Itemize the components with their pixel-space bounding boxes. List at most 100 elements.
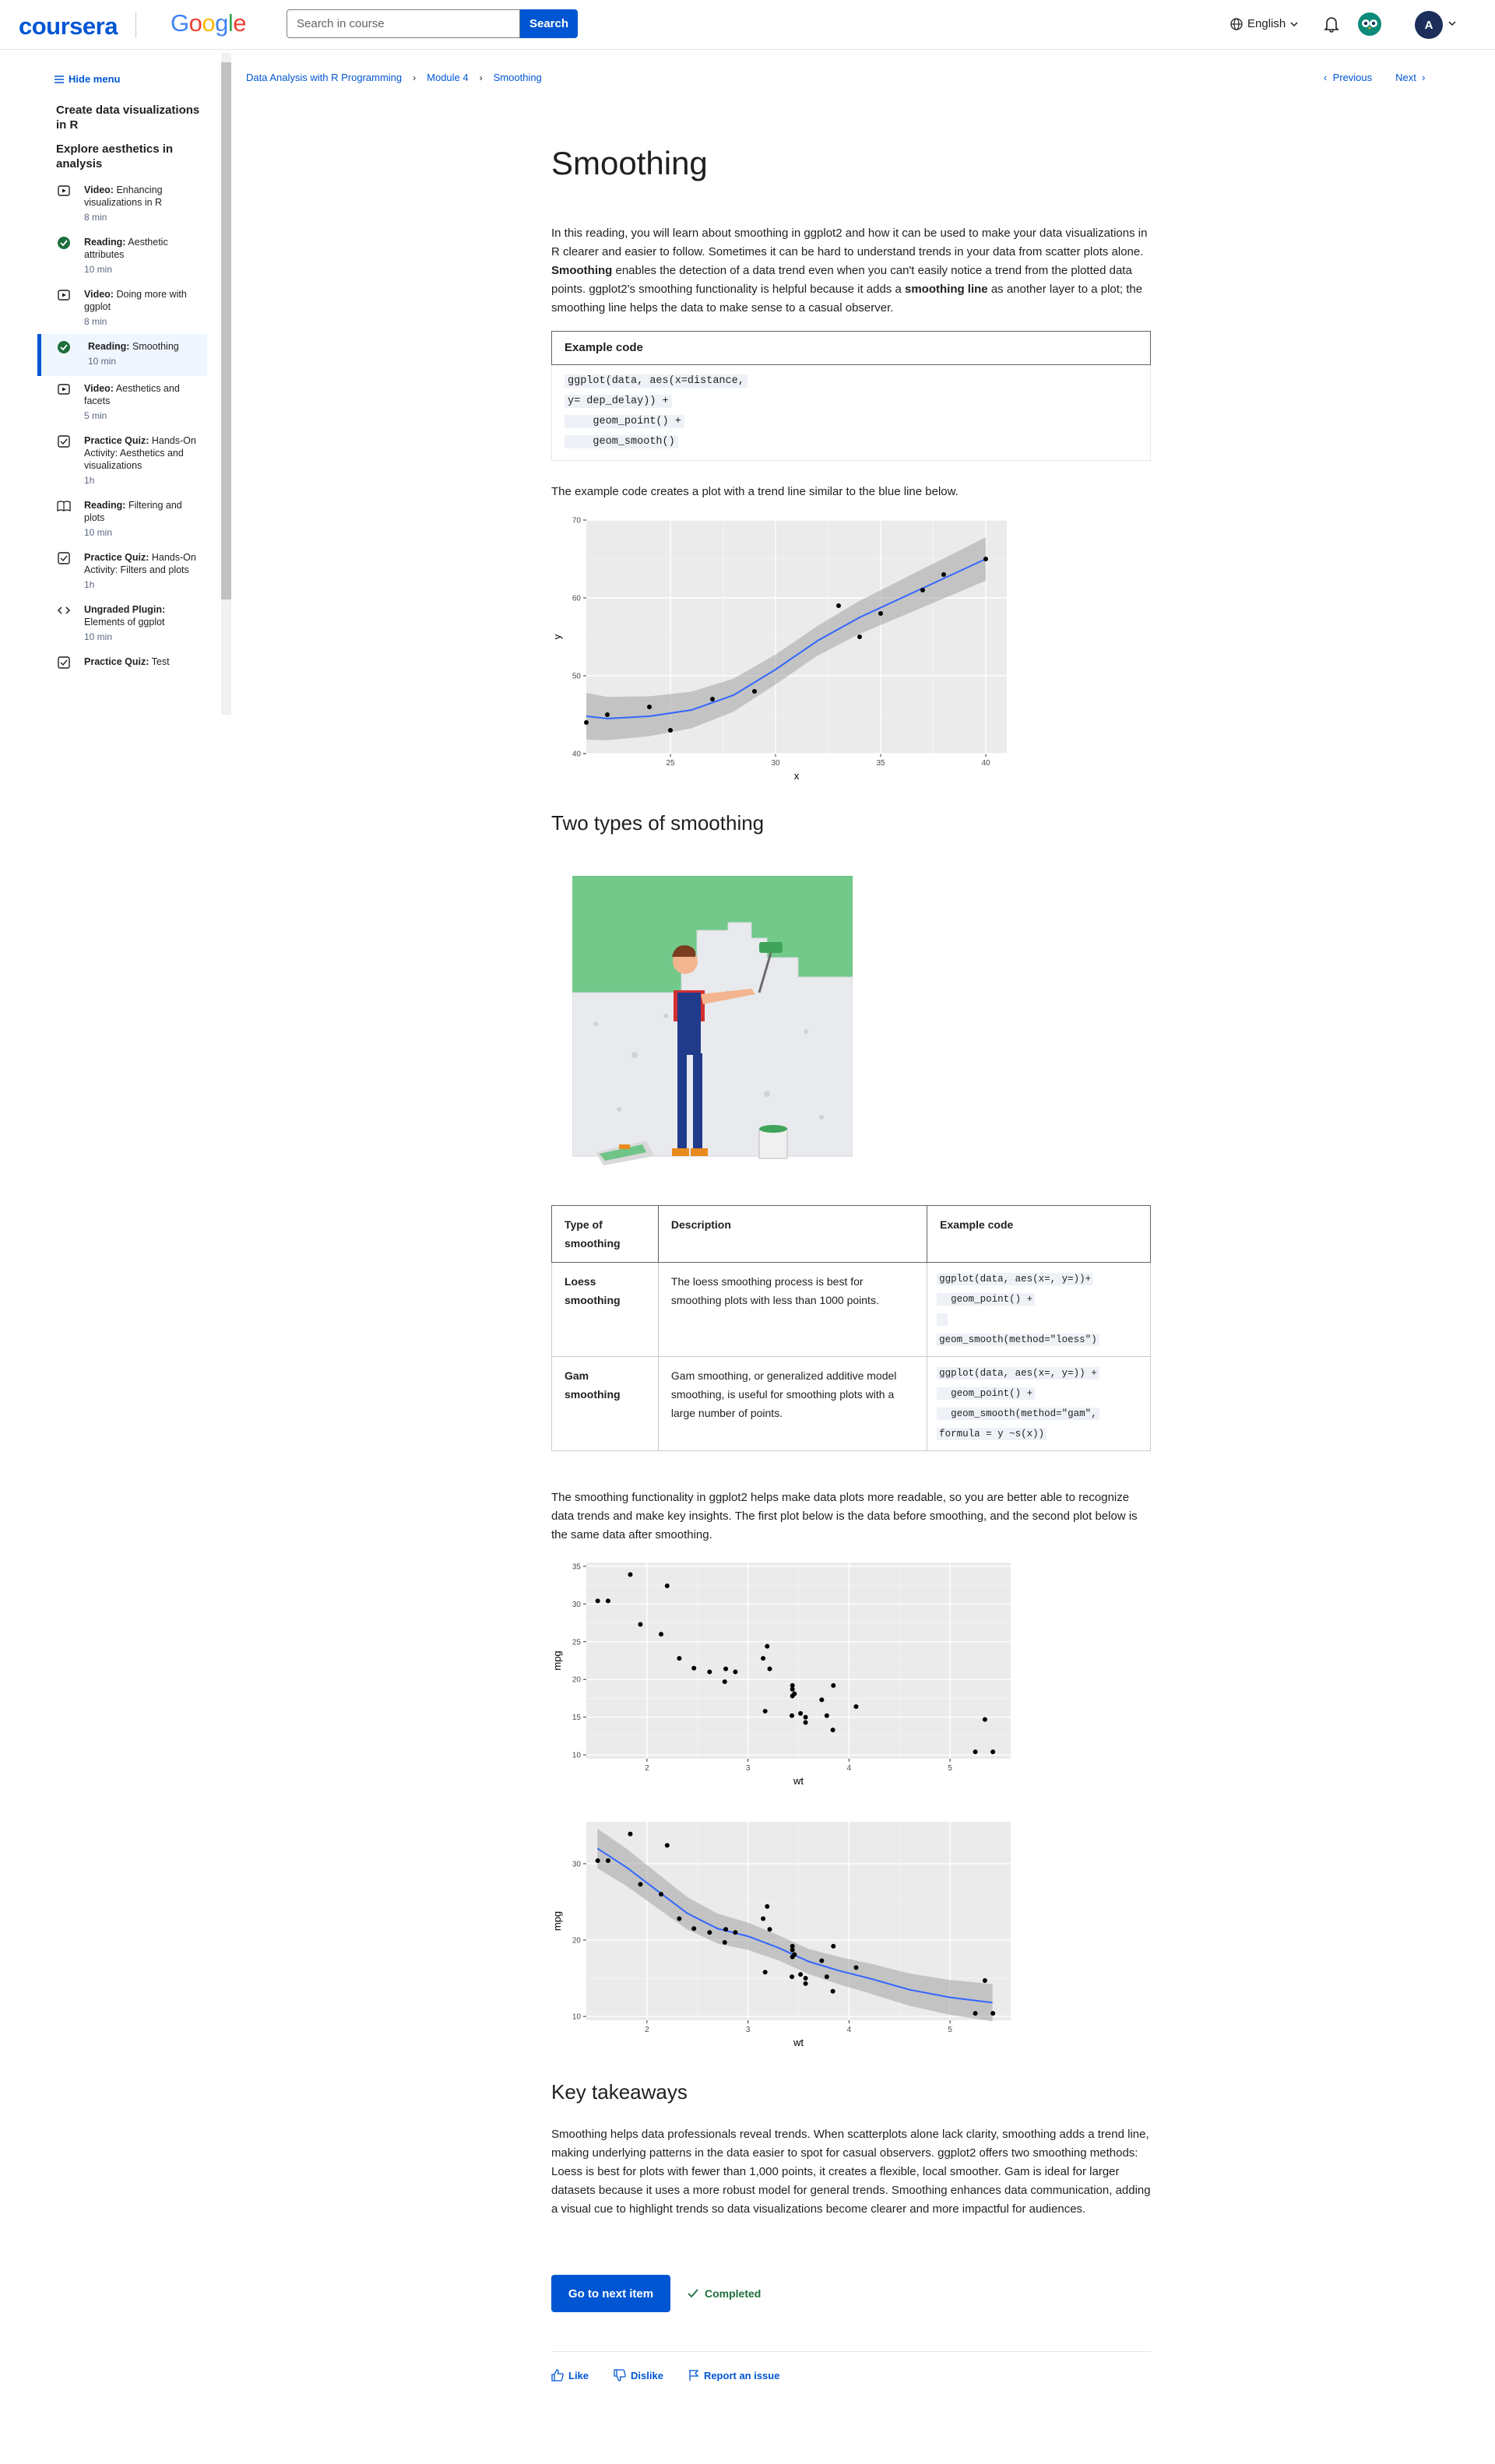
next-label: Next	[1395, 72, 1416, 83]
sidebar-item-duration: 10 min	[84, 527, 113, 538]
data-point	[767, 1927, 772, 1932]
data-point	[605, 712, 610, 717]
breadcrumb-current[interactable]: Smoothing	[493, 72, 542, 83]
language-selector[interactable]: English	[1230, 17, 1298, 30]
video-icon	[58, 384, 70, 395]
search-button[interactable]: Search	[520, 9, 578, 38]
like-button[interactable]: Like	[551, 2369, 589, 2381]
table-cell-description: Gam smoothing, or generalized additive m…	[657, 1356, 928, 1451]
code-line: geom_smooth()	[565, 435, 678, 448]
example-code-block: Example code ggplot(data, aes(x=distance…	[551, 331, 1151, 461]
data-point	[647, 705, 652, 709]
data-point	[973, 2011, 978, 2016]
x-tick-label: 4	[847, 2026, 852, 2034]
data-point	[803, 1976, 808, 1981]
reading-icon	[57, 501, 71, 512]
sidebar-item-reading-smoothing[interactable]: Reading: Smoothing 10 min	[37, 334, 207, 376]
y-axis-label: mpg	[551, 1650, 563, 1670]
breadcrumb-module[interactable]: Module 4	[427, 72, 469, 83]
example-code-body[interactable]: ggplot(data, aes(x=distance, y= dep_dela…	[551, 365, 1151, 461]
sidebar-item-video-enhancing[interactable]: Video: Enhancing visualizations in R 8 m…	[37, 178, 207, 230]
thumbs-down-icon	[614, 2369, 626, 2381]
data-point	[798, 1710, 804, 1716]
next-button[interactable]: Next ›	[1395, 72, 1425, 83]
intro-bold-text: Smoothing	[551, 264, 613, 277]
sidebar-item-label: Aesthetic attributes	[84, 237, 168, 260]
data-point	[973, 1749, 978, 1755]
sidebar-section-title[interactable]: Create data visualizations in R	[56, 104, 200, 132]
sidebar-item-reading-filtering[interactable]: Reading: Filtering and plots 10 min	[37, 493, 207, 545]
top-header: coursera Google Search English A	[0, 0, 1495, 50]
code-line: geom_smooth(method="gam",	[937, 1408, 1099, 1420]
data-point	[790, 1947, 795, 1953]
quiz-icon	[58, 435, 70, 448]
sidebar-item-video-doing-more[interactable]: Video: Doing more with ggplot 8 min	[37, 282, 207, 334]
hide-menu-button[interactable]: Hide menu	[55, 73, 120, 85]
notification-bell-icon[interactable]	[1324, 16, 1339, 33]
x-axis-label: x	[794, 770, 800, 782]
data-point	[723, 1666, 729, 1671]
sidebar-item-list: Video: Enhancing visualizations in R 8 m…	[37, 178, 207, 691]
data-point	[595, 1858, 600, 1864]
report-issue-button[interactable]: Report an issue	[688, 2369, 779, 2381]
sidebar-item-duration: 1h	[84, 475, 95, 486]
data-point	[836, 603, 841, 608]
code-line: geom_point() +	[937, 1387, 1036, 1400]
x-tick-label: 2	[645, 2026, 649, 2034]
data-point	[819, 1697, 825, 1703]
table-cell-code[interactable]: ggplot(data, aes(x=, y=))+ geom_point() …	[927, 1262, 1151, 1357]
chevron-down-icon[interactable]	[1448, 19, 1456, 27]
code-icon	[57, 606, 71, 614]
x-axis-label: wt	[793, 2037, 804, 2048]
sidebar-item-label: Hands-On Activity: Aesthetics and visual…	[84, 435, 196, 471]
table-cell-description: The loess smoothing process is best for …	[657, 1262, 928, 1357]
intro-bold-text: smoothing line	[904, 283, 988, 296]
x-tick-label: 40	[981, 759, 990, 768]
sidebar-item-video-aesthetics-facets[interactable]: Video: Aesthetics and facets 5 min	[37, 376, 207, 428]
coursera-logo[interactable]: coursera	[19, 12, 118, 40]
sidebar-item-type: Ungraded Plugin:	[84, 604, 166, 615]
hide-menu-label: Hide menu	[69, 73, 121, 85]
sidebar-scrollbar-thumb[interactable]	[221, 62, 231, 599]
avatar[interactable]: A	[1415, 11, 1443, 39]
sidebar-item-duration: 10 min	[88, 356, 117, 367]
data-point	[983, 557, 988, 561]
sidebar-item-quiz-aesthetics[interactable]: Practice Quiz: Hands-On Activity: Aesthe…	[37, 428, 207, 493]
video-icon	[58, 185, 70, 196]
sidebar-item-quiz-test[interactable]: Practice Quiz: Test	[37, 649, 207, 691]
sidebar-item-duration: 5 min	[84, 410, 107, 421]
breadcrumb-course[interactable]: Data Analysis with R Programming	[246, 72, 403, 83]
dislike-button[interactable]: Dislike	[614, 2369, 663, 2381]
sidebar-item-plugin-elements[interactable]: Ungraded Plugin: Elements of ggplot 10 m…	[37, 597, 207, 649]
plot-intro-paragraph: The example code creates a plot with a t…	[551, 485, 959, 498]
table-header: Type of smoothing	[551, 1205, 659, 1263]
data-point	[677, 1916, 682, 1921]
y-tick-label: 70	[572, 517, 582, 525]
previous-label: Previous	[1332, 72, 1373, 83]
previous-button[interactable]: ‹ Previous	[1324, 72, 1372, 83]
sidebar-item-label: Hands-On Activity: Filters and plots	[84, 552, 196, 575]
search-input[interactable]	[287, 9, 520, 38]
data-point	[605, 1858, 610, 1864]
quiz-icon	[58, 656, 70, 669]
table-cell-code[interactable]: ggplot(data, aes(x=, y=)) + geom_point()…	[927, 1356, 1151, 1451]
takeaways-paragraph: Smoothing helps data professionals revea…	[551, 2128, 1151, 2216]
x-tick-label: 25	[666, 759, 675, 768]
data-point	[819, 1958, 825, 1963]
y-tick-label: 15	[572, 1714, 582, 1722]
go-to-next-item-button[interactable]: Go to next item	[551, 2275, 670, 2312]
intro-text: enables the detection of a data trend ev…	[551, 264, 1132, 296]
coach-owl-icon[interactable]	[1358, 12, 1381, 36]
data-point	[691, 1926, 697, 1931]
table-row: Gam smoothing Gam smoothing, or generali…	[551, 1356, 1151, 1451]
data-point	[824, 1713, 829, 1718]
x-axis-label: wt	[793, 1775, 804, 1787]
sidebar-item-quiz-filters[interactable]: Practice Quiz: Hands-On Activity: Filter…	[37, 545, 207, 597]
data-point	[762, 1708, 768, 1714]
sidebar-item-label: Smoothing	[132, 341, 179, 352]
chevron-right-icon: ›	[479, 72, 483, 83]
sidebar-subsection-title[interactable]: Explore aesthetics in analysis	[56, 142, 174, 170]
sidebar-item-reading-aesthetic[interactable]: Reading: Aesthetic attributes 10 min	[37, 230, 207, 282]
data-point	[691, 1665, 697, 1671]
data-point	[824, 1974, 829, 1980]
